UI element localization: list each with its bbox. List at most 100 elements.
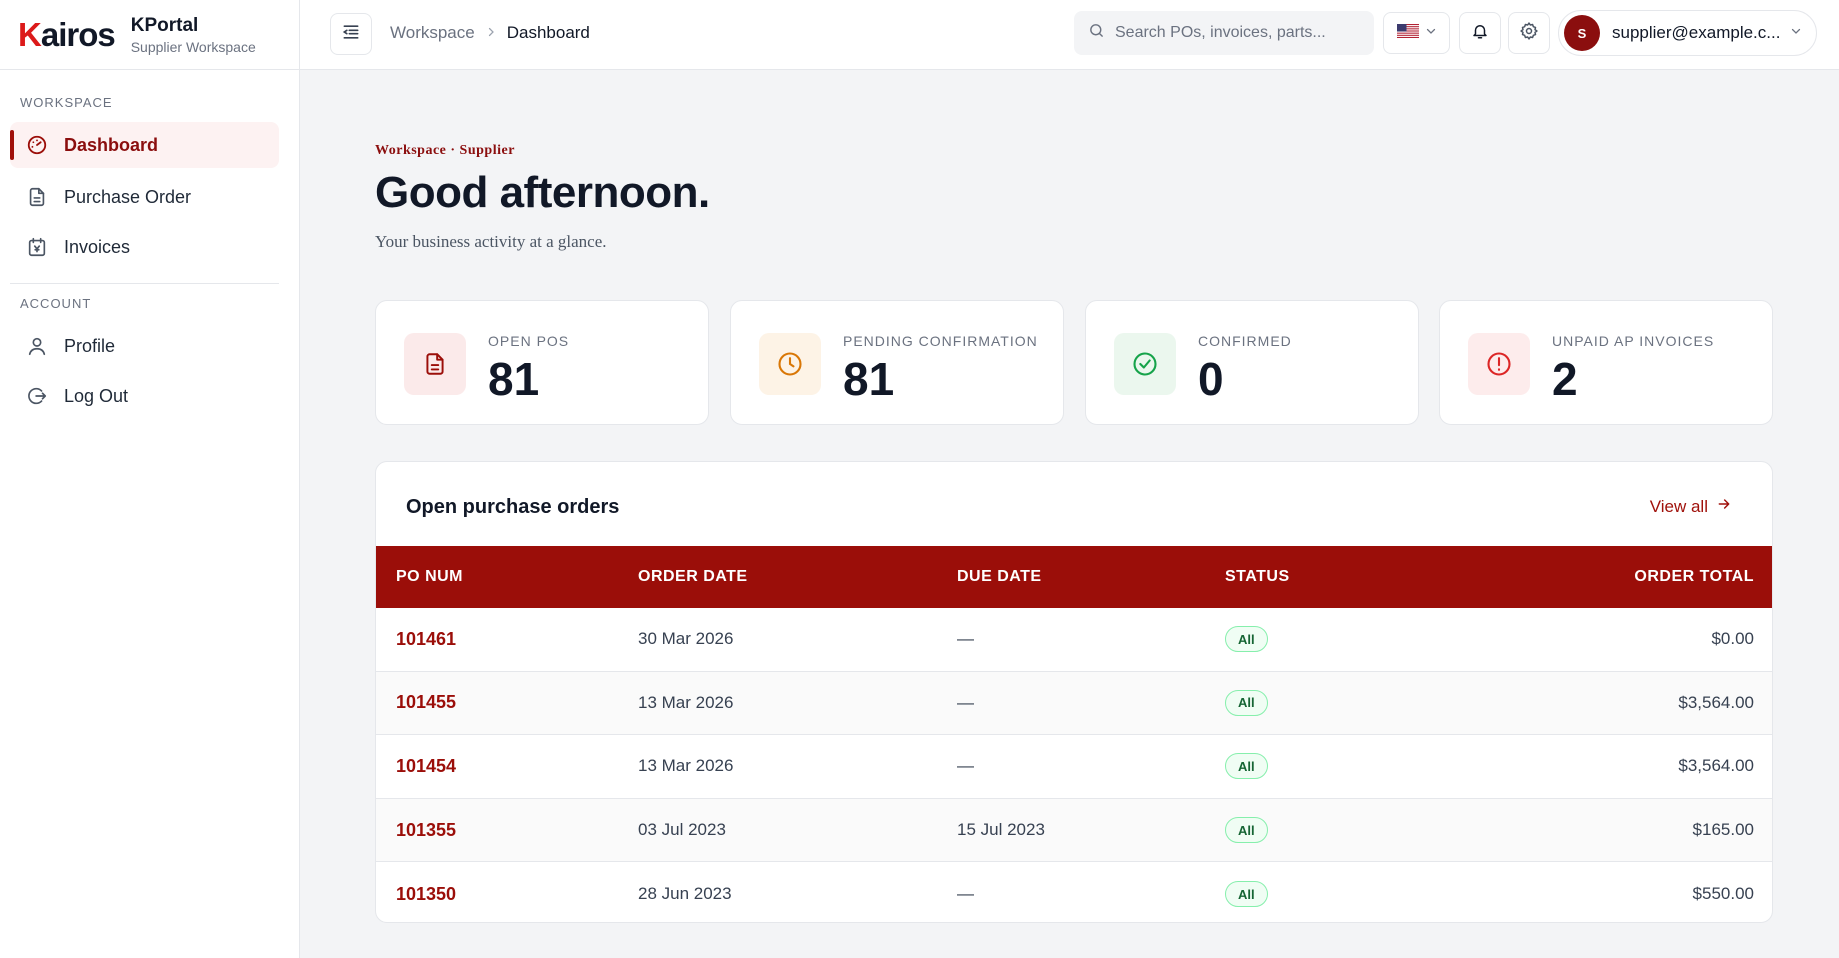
status-badge: All [1225, 817, 1268, 844]
po-number-link[interactable]: 101350 [396, 883, 457, 904]
stat-card-confirmed[interactable]: CONFIRMED 0 [1085, 300, 1419, 425]
clock-icon [759, 333, 821, 395]
view-all-link[interactable]: View all [1650, 496, 1732, 517]
stat-card-open-pos[interactable]: OPEN POS 81 [375, 300, 709, 425]
brand: Kairos KPortal Supplier Workspace [0, 0, 299, 70]
kairos-logo[interactable]: Kairos [18, 15, 116, 53]
sidebar-item-purchase-order[interactable]: Purchase Order [10, 174, 279, 220]
due-date-cell: — [957, 884, 974, 904]
search-icon [1088, 22, 1105, 44]
status-badge: All [1225, 626, 1268, 653]
stat-label: UNPAID AP INVOICES [1552, 333, 1715, 349]
search-input[interactable] [1115, 24, 1355, 42]
sidebar-item-label: Invoices [64, 236, 131, 257]
chevron-right-icon [485, 23, 497, 43]
stat-value: 81 [488, 353, 540, 405]
order-total-cell: $3,564.00 [1678, 692, 1754, 712]
language-selector[interactable] [1383, 12, 1450, 54]
order-total-cell: $550.00 [1692, 884, 1754, 904]
workspace-section-label: WORKSPACE [20, 95, 113, 110]
orders-card-title: Open purchase orders [406, 496, 620, 518]
user-email: supplier@example.c... [1612, 23, 1781, 42]
table-row[interactable]: 101454 13 Mar 2026 — All $3,564.00 [376, 735, 1772, 799]
order-date-cell: 30 Mar 2026 [638, 629, 734, 649]
column-header-status[interactable]: STATUS [1225, 568, 1290, 585]
po-number-link[interactable]: 101455 [396, 692, 457, 713]
po-number-link[interactable]: 101461 [396, 628, 457, 649]
user-menu[interactable]: S supplier@example.c... [1558, 10, 1817, 56]
sidebar-item-label: Profile [64, 335, 116, 356]
search-box[interactable] [1074, 11, 1374, 55]
sidebar: Kairos KPortal Supplier Workspace WORKSP… [0, 0, 300, 958]
status-badge: All [1225, 753, 1268, 780]
stat-label: CONFIRMED [1198, 333, 1292, 349]
page-subtitle: Your business activity at a glance. [375, 232, 607, 251]
view-all-label: View all [1649, 496, 1708, 516]
topbar: Workspace Dashboard [300, 0, 1839, 70]
invoice-icon [26, 236, 48, 258]
order-total-cell: $165.00 [1692, 820, 1754, 840]
sidebar-item-label: Dashboard [64, 134, 159, 155]
gear-icon [1519, 21, 1539, 46]
stat-label: PENDING CONFIRMATION [843, 333, 1038, 349]
avatar: S [1564, 15, 1600, 51]
alert-circle-icon [1468, 333, 1530, 395]
breadcrumb-parent[interactable]: Workspace [390, 23, 475, 42]
order-date-cell: 28 Jun 2023 [638, 884, 732, 904]
po-number-link[interactable]: 101454 [396, 755, 457, 776]
stat-card-unpaid-invoices[interactable]: UNPAID AP INVOICES 2 [1439, 300, 1773, 425]
po-number-link[interactable]: 101355 [396, 819, 457, 840]
document-icon [404, 333, 466, 395]
brand-names: KPortal Supplier Workspace [131, 15, 256, 55]
sidebar-item-dashboard[interactable]: Dashboard [10, 122, 279, 168]
app-subtitle: Supplier Workspace [130, 38, 256, 55]
sidebar-item-invoices[interactable]: Invoices [10, 224, 279, 270]
due-date-cell: — [957, 692, 974, 712]
page-eyebrow: Workspace · Supplier [375, 143, 515, 158]
settings-button[interactable] [1508, 12, 1550, 54]
breadcrumb-current: Dashboard [506, 23, 590, 42]
due-date-cell: — [957, 756, 974, 776]
stat-card-pending-confirmation[interactable]: PENDING CONFIRMATION 81 [730, 300, 1064, 425]
bell-icon [1471, 22, 1489, 45]
table-header: PO NUM ORDER DATE DUE DATE STATUS ORDER … [376, 546, 1772, 608]
sidebar-item-logout[interactable]: Log Out [10, 373, 279, 419]
column-header-due-date[interactable]: DUE DATE [957, 568, 1042, 585]
sidebar-divider [10, 283, 279, 284]
table-body: 101461 30 Mar 2026 — All $0.00 101455 13… [376, 608, 1772, 922]
toggle-sidebar-button[interactable] [330, 13, 372, 55]
due-date-cell: 15 Jul 2023 [957, 820, 1045, 840]
table-row[interactable]: 101455 13 Mar 2026 — All $3,564.00 [376, 671, 1772, 736]
sidebar-item-profile[interactable]: Profile [10, 323, 279, 369]
user-icon [26, 335, 48, 357]
order-date-cell: 13 Mar 2026 [638, 692, 734, 712]
dashboard-gauge-icon [26, 134, 48, 156]
sidebar-item-label: Purchase Order [64, 186, 192, 207]
table-row[interactable]: 101355 03 Jul 2023 15 Jul 2023 All $165.… [376, 798, 1772, 863]
logout-icon [26, 385, 48, 407]
status-badge: All [1225, 881, 1268, 908]
stat-value: 2 [1552, 353, 1578, 405]
order-total-cell: $0.00 [1711, 629, 1754, 649]
app-name: KPortal [130, 14, 199, 36]
status-badge: All [1225, 689, 1268, 716]
due-date-cell: — [957, 629, 974, 649]
column-header-po-num[interactable]: PO NUM [396, 568, 463, 585]
document-icon [26, 186, 48, 208]
table-row[interactable]: 101350 28 Jun 2023 — All $550.00 [376, 862, 1772, 922]
column-header-order-date[interactable]: ORDER DATE [638, 568, 748, 585]
notifications-button[interactable] [1459, 12, 1501, 54]
chevron-down-icon [1425, 24, 1437, 42]
check-circle-icon [1114, 333, 1176, 395]
order-total-cell: $3,564.00 [1678, 756, 1754, 776]
page-title: Good afternoon. [375, 168, 710, 217]
order-date-cell: 13 Mar 2026 [638, 756, 734, 776]
order-date-cell: 03 Jul 2023 [638, 820, 726, 840]
menu-collapse-icon [341, 22, 361, 47]
column-header-order-total[interactable]: ORDER TOTAL [1634, 568, 1754, 585]
table-row[interactable]: 101461 30 Mar 2026 — All $0.00 [376, 608, 1772, 672]
chevron-down-icon [1790, 24, 1802, 42]
open-purchase-orders-card: Open purchase orders View all PO NUM ORD… [375, 461, 1773, 923]
stat-label: OPEN POS [488, 333, 570, 349]
sidebar-item-label: Log Out [64, 385, 129, 406]
